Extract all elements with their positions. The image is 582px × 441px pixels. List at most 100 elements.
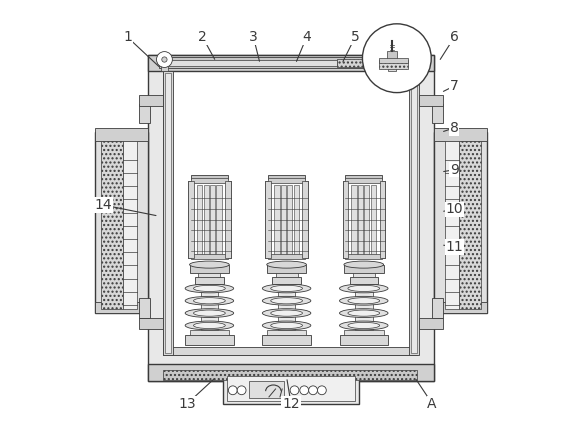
Bar: [434, 128, 487, 141]
Ellipse shape: [194, 310, 225, 316]
Bar: [434, 132, 487, 313]
Ellipse shape: [348, 322, 379, 329]
Ellipse shape: [348, 298, 379, 304]
Bar: [163, 370, 417, 380]
Text: 1: 1: [123, 30, 132, 45]
Bar: [355, 288, 372, 330]
Bar: [371, 185, 376, 254]
Ellipse shape: [194, 298, 225, 304]
Bar: [344, 330, 384, 335]
Bar: [345, 178, 382, 183]
Text: 14: 14: [95, 198, 112, 212]
Ellipse shape: [194, 322, 225, 329]
Text: 5: 5: [350, 30, 359, 45]
Bar: [432, 298, 443, 318]
Bar: [185, 335, 233, 345]
Bar: [201, 288, 218, 330]
Text: 3: 3: [249, 30, 258, 45]
Ellipse shape: [185, 309, 233, 318]
Text: 6: 6: [450, 30, 459, 45]
Circle shape: [363, 24, 431, 93]
Bar: [274, 185, 279, 254]
Bar: [190, 330, 229, 335]
Bar: [379, 181, 385, 258]
Bar: [345, 254, 382, 259]
Ellipse shape: [262, 321, 311, 330]
Bar: [343, 181, 348, 258]
Bar: [163, 347, 417, 355]
Bar: [262, 335, 311, 345]
Bar: [139, 104, 150, 123]
Bar: [379, 58, 408, 63]
Text: 11: 11: [445, 240, 463, 254]
Bar: [445, 141, 459, 309]
Text: 2: 2: [198, 30, 207, 45]
Bar: [268, 254, 305, 259]
Bar: [265, 181, 308, 258]
Ellipse shape: [339, 309, 388, 318]
Bar: [191, 178, 228, 183]
Bar: [95, 302, 148, 313]
Bar: [432, 104, 443, 123]
Bar: [249, 381, 285, 398]
Bar: [358, 185, 363, 254]
Bar: [188, 181, 194, 258]
Ellipse shape: [262, 284, 311, 293]
Bar: [344, 265, 384, 273]
Bar: [343, 181, 385, 258]
Bar: [101, 141, 123, 309]
Ellipse shape: [271, 310, 303, 316]
Bar: [387, 51, 397, 64]
Ellipse shape: [185, 296, 233, 305]
Bar: [188, 181, 230, 258]
Bar: [159, 57, 421, 68]
Bar: [267, 330, 307, 335]
Text: 12: 12: [282, 396, 300, 411]
Ellipse shape: [271, 322, 303, 329]
Ellipse shape: [194, 285, 225, 292]
Ellipse shape: [262, 309, 311, 318]
Circle shape: [157, 52, 172, 67]
Bar: [345, 175, 382, 179]
Ellipse shape: [267, 261, 307, 268]
Bar: [265, 181, 271, 258]
Bar: [163, 71, 417, 355]
Ellipse shape: [262, 296, 311, 305]
Ellipse shape: [339, 321, 388, 330]
Text: 13: 13: [179, 396, 196, 411]
Circle shape: [237, 386, 246, 395]
Text: 4: 4: [302, 30, 311, 45]
Bar: [165, 73, 171, 353]
Bar: [353, 273, 375, 277]
Bar: [281, 185, 286, 254]
Bar: [225, 181, 230, 258]
Text: 9: 9: [450, 163, 459, 177]
Bar: [294, 185, 299, 254]
Ellipse shape: [190, 261, 229, 268]
Bar: [223, 371, 359, 404]
Circle shape: [300, 386, 308, 395]
Bar: [148, 55, 434, 381]
Bar: [434, 302, 487, 313]
Ellipse shape: [339, 296, 388, 305]
Bar: [191, 175, 228, 179]
Bar: [268, 175, 305, 179]
Bar: [227, 376, 355, 401]
Bar: [411, 73, 417, 353]
Bar: [190, 265, 229, 273]
Bar: [191, 254, 228, 259]
Bar: [196, 277, 223, 284]
Ellipse shape: [185, 284, 233, 293]
Bar: [338, 59, 419, 67]
Circle shape: [290, 386, 299, 395]
Ellipse shape: [344, 261, 384, 268]
Ellipse shape: [348, 285, 379, 292]
Bar: [278, 288, 296, 330]
Circle shape: [162, 57, 167, 62]
Circle shape: [228, 386, 237, 395]
Text: 10: 10: [445, 202, 463, 217]
Ellipse shape: [348, 310, 379, 316]
Bar: [388, 63, 396, 71]
Bar: [148, 55, 434, 71]
Bar: [165, 60, 338, 66]
